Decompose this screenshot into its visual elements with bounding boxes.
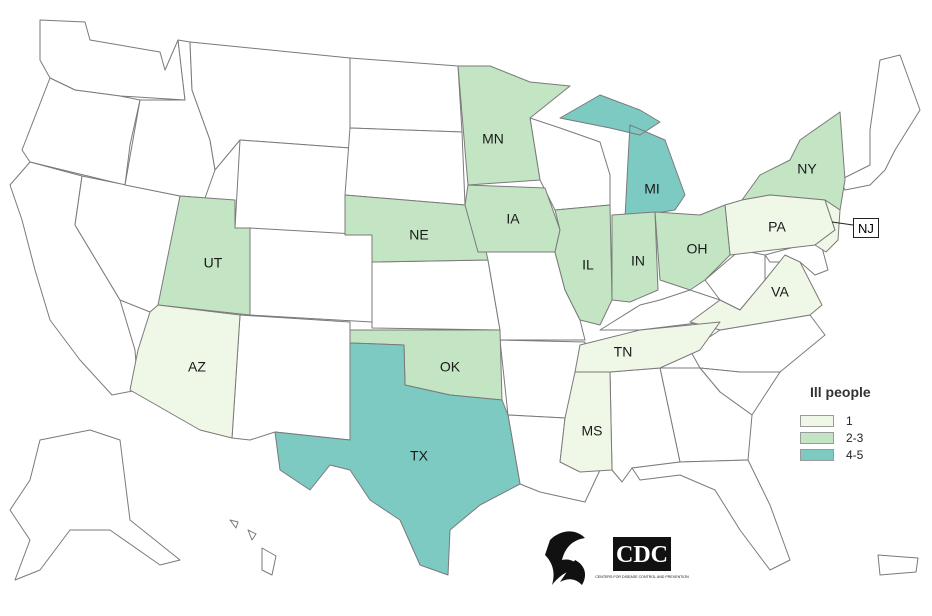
uncolored-states — [9, 19, 921, 581]
label-MN: MN — [482, 131, 504, 147]
state-OH — [654, 204, 731, 291]
state-OR — [21, 77, 141, 186]
state-IN — [611, 211, 659, 303]
state-AK — [9, 429, 181, 581]
hhs-logo — [528, 521, 598, 591]
state-TX — [274, 342, 521, 576]
label-MS: MS — [582, 423, 603, 439]
legend-item: 2-3 — [800, 429, 920, 446]
label-PA: PA — [768, 219, 786, 235]
state-MN — [457, 65, 571, 186]
legend-title: Ill people — [810, 384, 871, 400]
state-HI — [229, 519, 277, 576]
state-KS — [371, 259, 501, 331]
legend-label: 4-5 — [846, 447, 864, 462]
state-NM — [231, 314, 351, 441]
label-AZ: AZ — [188, 359, 206, 375]
state-CO — [249, 227, 373, 323]
label-NE: NE — [409, 227, 428, 243]
state-IL — [554, 204, 613, 326]
label-OK: OK — [440, 359, 461, 375]
label-UT: UT — [204, 255, 223, 271]
label-MI: MI — [644, 181, 660, 197]
label-IN: IN — [631, 253, 645, 269]
state-ND — [349, 57, 463, 133]
legend-swatch — [800, 448, 834, 461]
cdc-logo-text: CDC — [616, 542, 668, 568]
label-OH: OH — [687, 241, 708, 257]
cdc-logo-mark: CDC CENTERS FOR DISEASE CONTROL AND PREV… — [595, 537, 689, 579]
label-IA: IA — [506, 211, 520, 227]
state-NJ — [814, 199, 841, 253]
legend-swatch — [800, 431, 834, 444]
state-VA — [689, 254, 823, 331]
legend-swatch — [800, 414, 834, 427]
state-WY — [234, 139, 351, 236]
state-WI — [529, 117, 611, 211]
legend-item: 4-5 — [800, 446, 920, 463]
legend: Ill people 1 2-3 4-5 — [800, 384, 920, 463]
legend-item: 1 — [800, 412, 920, 429]
state-New-England — [839, 54, 921, 191]
nj-callout-label: NJ — [853, 218, 879, 238]
state-PR — [877, 554, 919, 576]
label-VA: VA — [771, 284, 789, 300]
state-FL — [631, 459, 791, 571]
state-SD — [344, 127, 466, 206]
cdc-logo-subtext: CENTERS FOR DISEASE CONTROL AND PREVENTI… — [595, 575, 689, 579]
state-AZ — [129, 304, 241, 439]
state-MS — [559, 371, 613, 473]
state-MI — [559, 94, 686, 219]
legend-label: 1 — [846, 413, 853, 428]
legend-label: 2-3 — [846, 430, 864, 445]
nj-callout-line — [831, 221, 854, 226]
label-TX: TX — [410, 448, 429, 464]
label-TN: TN — [614, 344, 633, 360]
state-labels: MN NY MI NE IA UT PA IL IN OH VA AZ OK T… — [188, 131, 817, 464]
label-IL: IL — [582, 257, 594, 273]
colored-states — [129, 65, 846, 576]
state-NY — [741, 111, 846, 211]
label-NY: NY — [797, 161, 817, 177]
